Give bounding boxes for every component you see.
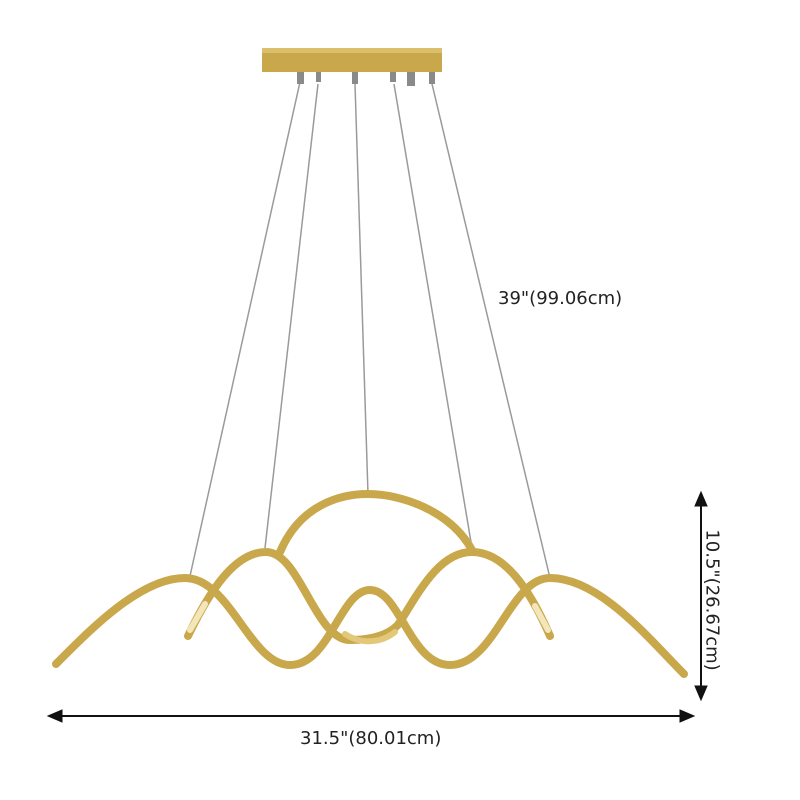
outer-wave	[52, 573, 688, 678]
wave-frame	[52, 489, 688, 678]
center-glow	[342, 629, 398, 645]
overall-height-label: 39"(99.06cm)	[498, 288, 623, 309]
fixture-height-label: 10.5"(26.67cm)	[701, 529, 723, 671]
right-glow	[532, 603, 551, 633]
back-arc	[276, 489, 476, 556]
left-glow	[187, 601, 208, 633]
ceiling-canopy	[262, 48, 442, 86]
suspension-wires	[189, 81, 551, 579]
inner-wave	[184, 547, 554, 645]
width-label: 31.5"(80.01cm)	[300, 728, 442, 749]
width-dimension-arrow	[46, 709, 696, 723]
fixture-height-arrow	[694, 490, 708, 702]
